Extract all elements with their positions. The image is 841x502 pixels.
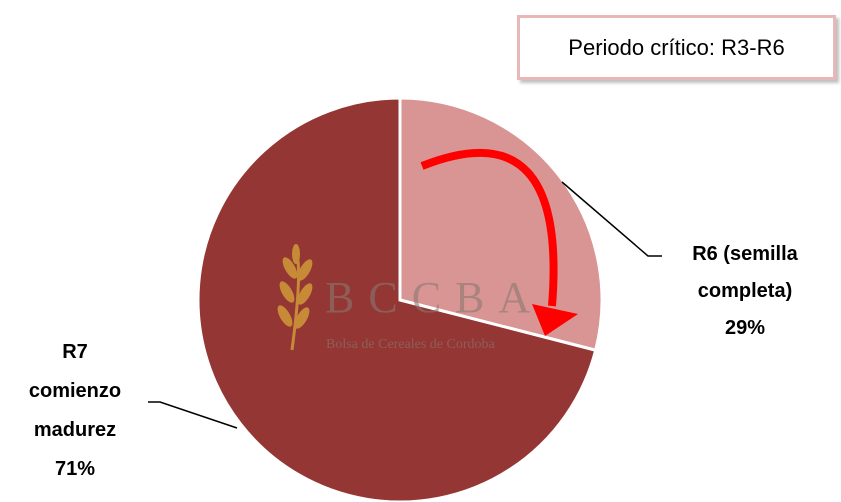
category-label: R6 (semilla completa)	[692, 243, 798, 302]
arrow	[420, 148, 578, 336]
watermark-title: BCCBA	[325, 273, 544, 322]
leader-line	[148, 401, 238, 429]
leader-line	[561, 181, 662, 257]
category-label: R7 comienzo madurez	[28, 341, 122, 441]
annotation: Periodo crítico: R3-R6	[568, 34, 785, 60]
annotation-box: Periodo crítico: R3-R6	[517, 15, 836, 80]
watermark-subtitle: Bolsa de Cereales de Cordoba	[326, 337, 496, 352]
slice-label: R6 (semilla completa) 29%	[655, 236, 835, 347]
watermark: BCCBA Bolsa de Cereales de Cordoba	[277, 244, 544, 352]
slice-label: R7 comienzo madurez 71%	[15, 333, 135, 489]
value-label: 29%	[724, 317, 766, 339]
pie-slice	[196, 96, 598, 502]
value-label: 71%	[54, 458, 96, 480]
wheat-icon	[277, 244, 313, 351]
